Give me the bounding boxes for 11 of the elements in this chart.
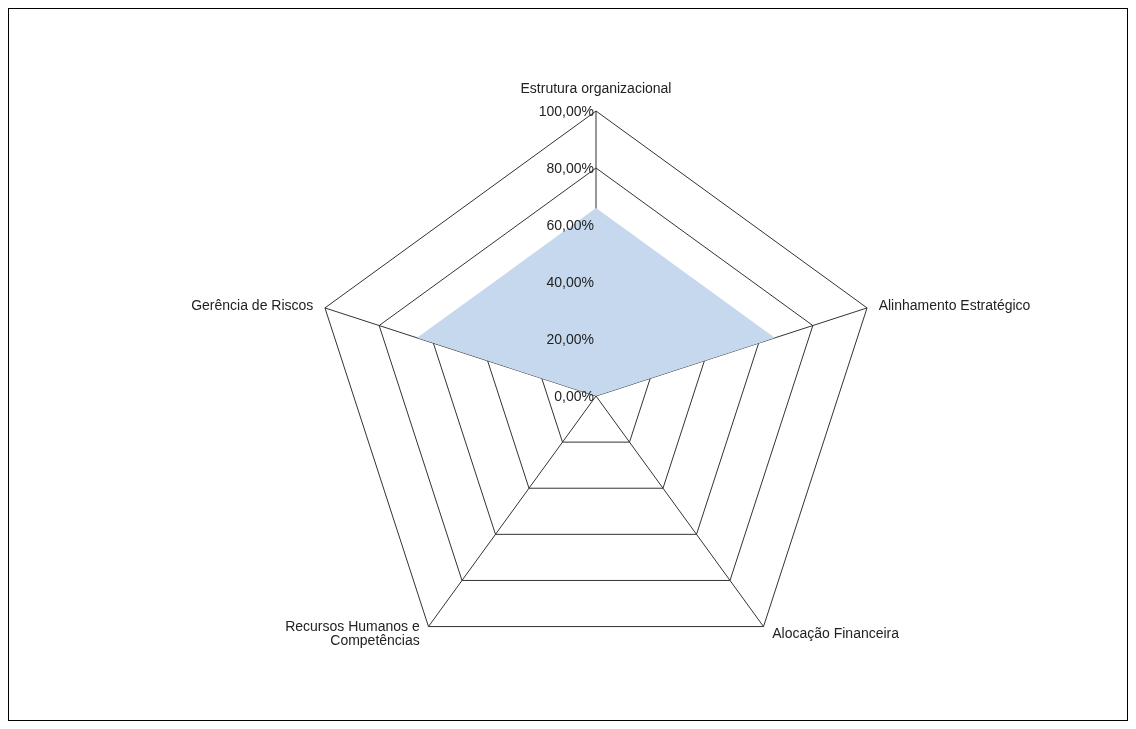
spoke-label: Alocação Financeira bbox=[772, 625, 900, 642]
spoke-label: Gerência de Riscos bbox=[191, 297, 314, 314]
y-tick-label: 60,00% bbox=[546, 217, 594, 233]
spoke-label: Estrutura organizacional bbox=[520, 80, 672, 96]
y-tick-label: 40,00% bbox=[546, 274, 594, 290]
y-tick-label: 80,00% bbox=[546, 160, 594, 176]
y-tick-label: 0,00% bbox=[554, 388, 594, 404]
spoke-label: Alinhamento Estratégico bbox=[878, 297, 1031, 314]
y-tick-label: 20,00% bbox=[546, 331, 594, 347]
y-tick-label: 100,00% bbox=[538, 103, 594, 119]
spoke-label: Recursos Humanos e Competências bbox=[285, 618, 420, 649]
